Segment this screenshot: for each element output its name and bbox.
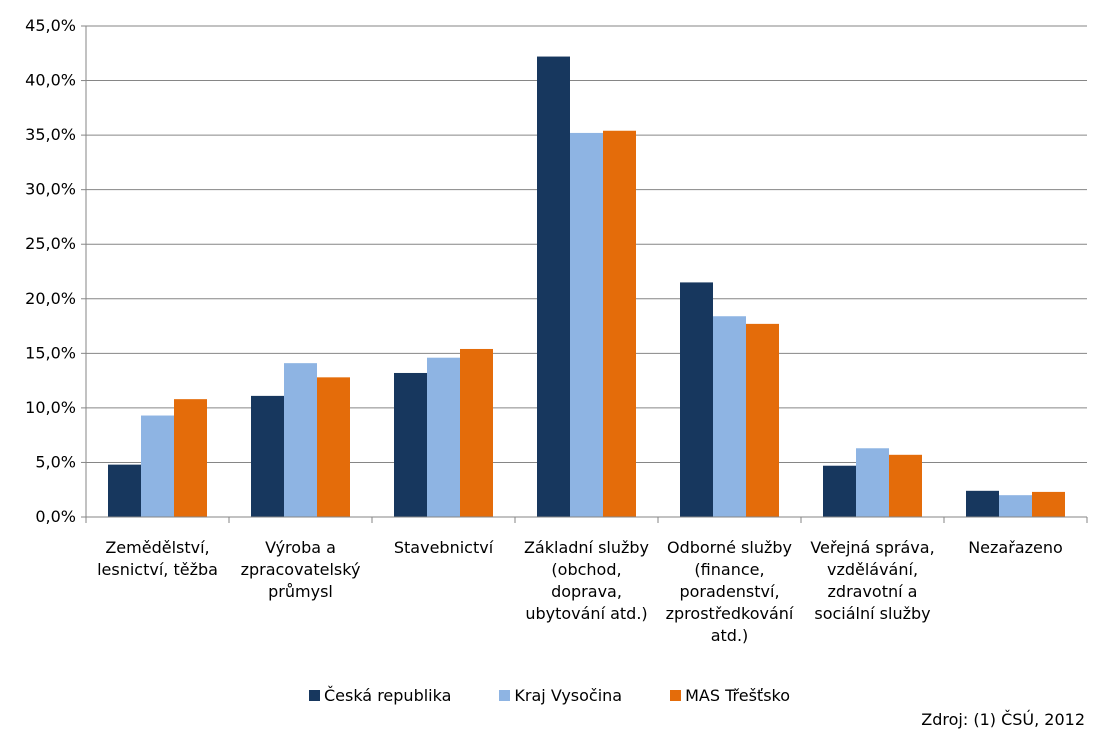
bar	[746, 323, 779, 517]
y-tick-label: 45,0%	[25, 16, 76, 35]
legend-item-cr: Česká republika	[308, 686, 452, 705]
y-tick-label: 25,0%	[25, 234, 76, 253]
x-category-labels: Zemědělství, lesnictví, těžba Výroba a zpra…	[97, 538, 1063, 645]
bar	[680, 282, 713, 517]
legend-swatch-mas	[670, 690, 682, 701]
bar	[823, 465, 856, 517]
bar	[141, 415, 174, 517]
x-category-label: Zemědělství, lesnictví, těžba	[97, 538, 218, 579]
bars	[108, 56, 1065, 517]
bar	[284, 363, 317, 517]
legend-label-cr: Česká republika	[323, 686, 452, 705]
x-category-label: Nezařazeno	[968, 538, 1063, 557]
y-tick-label: 40,0%	[25, 71, 76, 90]
y-tick-labels: 0,0% 5,0% 10,0% 15,0% 20,0% 25,0% 30,0% 35,0% 40…	[25, 16, 76, 526]
legend-label-mas: MAS Třešťsko	[685, 686, 791, 705]
bar-chart: 0,0% 5,0% 10,0% 15,0% 20,0% 25,0% 30,0% 35,0% 40…	[25, 16, 1088, 645]
bar	[251, 395, 284, 517]
y-tick-label: 35,0%	[25, 125, 76, 144]
x-category-label: Veřejná správa, vzdělávání, zdravotní a soc…	[810, 538, 934, 623]
bar	[713, 316, 746, 517]
source-note: Zdroj: (1) ČSÚ, 2012	[921, 710, 1085, 729]
y-tick-label: 10,0%	[25, 398, 76, 417]
legend-label-vysocina: Kraj Vysočina	[514, 686, 623, 705]
bar	[317, 377, 350, 517]
bar	[174, 399, 207, 517]
bar	[856, 448, 889, 517]
bar	[427, 357, 460, 517]
x-category-label: Stavebnictví	[394, 538, 494, 557]
bar	[460, 348, 493, 517]
legend: Česká republika Kraj Vysočina MAS Třešťs…	[0, 686, 1099, 705]
legend-item-mas: MAS Třešťsko	[670, 686, 790, 705]
bar	[394, 372, 427, 517]
y-tick-label: 0,0%	[35, 507, 76, 526]
y-tick-label: 20,0%	[25, 289, 76, 308]
bar	[603, 130, 636, 517]
x-category-label: Základní služby (obchod, doprava, ubytování…	[524, 538, 649, 623]
bar	[108, 464, 141, 517]
x-category-label: Odborné služby (finance, poradenství, zpros…	[666, 538, 794, 645]
bar	[537, 56, 570, 517]
bar	[966, 490, 999, 517]
bar	[570, 132, 603, 517]
legend-item-vysocina: Kraj Vysočina	[499, 686, 622, 705]
bar	[889, 454, 922, 517]
legend-swatch-vysocina	[499, 690, 511, 701]
bar	[1032, 491, 1065, 517]
y-tick-label: 30,0%	[25, 180, 76, 199]
y-tick-label: 15,0%	[25, 343, 76, 362]
legend-swatch-cr	[308, 690, 320, 701]
y-tick-label: 5,0%	[35, 452, 76, 471]
axes	[85, 26, 1088, 523]
x-category-label: Výroba a zpracovatelský průmysl	[241, 538, 361, 601]
bar	[999, 495, 1032, 517]
